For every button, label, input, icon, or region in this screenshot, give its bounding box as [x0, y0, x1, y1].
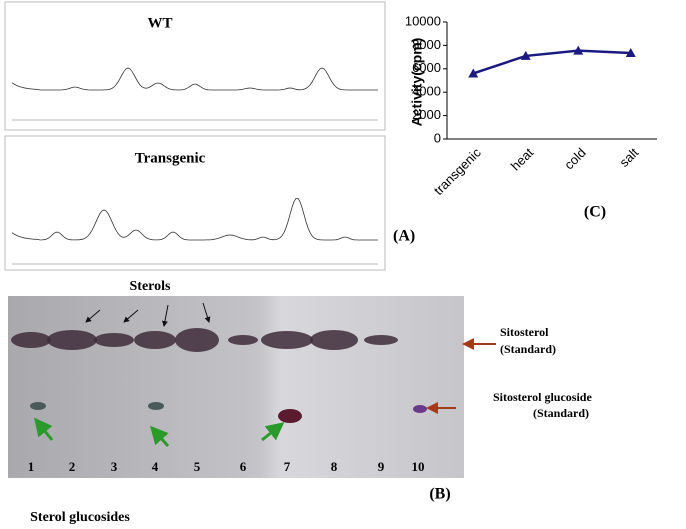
spot	[175, 328, 219, 352]
arrow	[261, 422, 285, 442]
standard-label: Sitosterol	[500, 325, 549, 339]
y-tick-label: 4000	[412, 84, 441, 99]
arrow	[161, 304, 169, 327]
wt-title: WT	[147, 15, 172, 31]
lane-number: 1	[28, 459, 35, 474]
lane-number: 6	[240, 459, 247, 474]
standard-label: (Standard)	[500, 342, 556, 356]
panel-label: (C)	[584, 204, 606, 221]
line	[472, 49, 631, 75]
lane-number: 3	[111, 459, 118, 474]
spot	[228, 335, 258, 345]
trace	[11, 198, 378, 241]
standard-label: (Standard)	[533, 406, 589, 420]
x-tick-label: salt	[616, 145, 641, 170]
chromatograms	[11, 67, 378, 265]
spot	[261, 331, 313, 349]
lane-number: 9	[378, 459, 385, 474]
x-tick-label: transgenic	[431, 145, 484, 198]
arrow	[202, 302, 211, 323]
y-tick-label: 2000	[412, 107, 441, 122]
spots: 1 2 3 4 5 6 7 8 9 10	[11, 302, 427, 474]
transgenic-title: Transgenic	[135, 150, 206, 166]
lane-number: 5	[194, 459, 201, 474]
marker	[573, 45, 584, 55]
chromatogram-frame	[4, 1, 386, 131]
marker	[468, 68, 479, 78]
panel-label: (A)	[393, 228, 415, 245]
caption: Sterol glucosides	[30, 510, 130, 525]
panel-label: (B)	[429, 486, 450, 503]
lane-number: 2	[69, 459, 76, 474]
x-tick-label: heat	[508, 145, 537, 174]
arrow	[85, 309, 101, 323]
line-chart: 0 2000 4000 6000 8000 10000 transgenic heat cold…	[405, 13, 657, 198]
y-tick-label: 8000	[412, 37, 441, 52]
spot	[413, 405, 427, 413]
lane-number: 10	[412, 459, 425, 474]
lane-number: 8	[331, 459, 338, 474]
arrow	[123, 309, 139, 323]
caption: Sterols	[130, 279, 172, 294]
lane-number: 7	[284, 459, 291, 474]
spot	[47, 330, 97, 350]
y-axis-label: Activity(cpm)	[409, 38, 425, 127]
lane-number: 4	[152, 459, 159, 474]
arrow	[150, 425, 170, 447]
trace	[11, 67, 378, 91]
y-tick-label: 10000	[405, 13, 441, 28]
spot	[94, 333, 134, 347]
spot	[11, 332, 51, 348]
spot	[310, 330, 358, 350]
spot	[364, 335, 398, 345]
y-tick-label: 0	[434, 130, 441, 145]
tlc-plate	[8, 296, 464, 478]
marker	[625, 48, 636, 58]
spot	[148, 402, 164, 410]
arrow	[34, 417, 54, 441]
chromatogram-frame	[4, 135, 386, 271]
y-tick-label: 6000	[412, 60, 441, 75]
spot	[134, 331, 176, 349]
standard-label: Sitosterol glucoside	[493, 390, 592, 404]
x-tick-label: cold	[561, 145, 588, 172]
spot	[30, 402, 46, 410]
marker	[520, 50, 531, 60]
spot	[278, 409, 302, 423]
